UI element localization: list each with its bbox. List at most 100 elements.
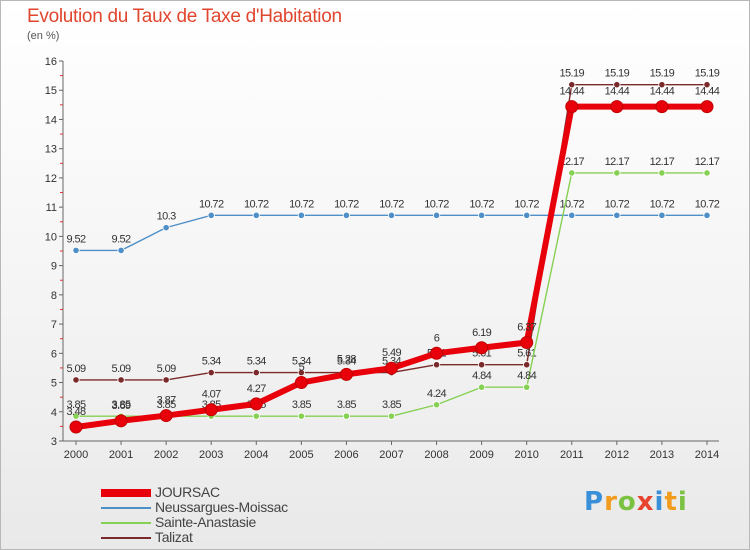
data-label: 14.44 [560,86,585,98]
legend-label: Neussargues-Moissac [155,499,288,515]
data-point [252,368,260,377]
x-tick-label: 2002 [154,449,178,461]
data-point [655,100,669,114]
data-point [72,412,80,420]
data-point [658,81,666,89]
y-tick-label: 6 [51,348,57,360]
data-label: 15.19 [650,68,675,80]
data-point [478,383,486,391]
data-point [703,81,711,89]
logo-letter: i [654,487,665,517]
data-label: 10.72 [244,198,269,210]
data-point [658,169,666,177]
x-tick-label: 2006 [334,449,358,461]
data-label: 5 [299,362,305,374]
data-point [475,341,489,355]
data-label: 15.19 [560,68,585,80]
data-label: 3.85 [292,399,311,411]
data-label: 5.34 [247,356,266,368]
logo-letter: x [636,487,655,517]
data-label: 12.17 [605,156,630,168]
data-point [432,211,441,219]
data-point [117,246,125,255]
data-label: 10.72 [605,198,630,210]
legend-swatch [101,507,151,509]
data-label: 10.72 [695,198,720,210]
y-tick-label: 9 [51,261,57,273]
x-tick-label: 2004 [244,449,268,461]
proxiti-logo: Proxiti [584,487,688,517]
y-tick-label: 3 [51,436,57,448]
data-label: 5.34 [292,356,311,368]
data-label: 14.44 [695,86,720,98]
data-label: 4.84 [517,370,536,382]
data-label: 3.48 [66,406,85,418]
legend-label: Talizat [155,529,193,545]
data-label: 4.27 [247,383,266,395]
data-label: 4.24 [427,388,446,400]
logo-letter: i [677,487,688,517]
data-label: 9.52 [66,233,85,245]
data-point [523,211,531,219]
x-tick-label: 2000 [64,449,88,461]
data-label: 10.3 [157,211,176,223]
legend-item: Sainte-Anastasie [101,514,361,530]
data-label: 5.09 [157,363,176,375]
data-point [207,211,215,219]
data-point [249,397,263,411]
x-tick-label: 2010 [514,449,538,461]
data-point [430,346,444,360]
data-label: 3.85 [337,399,356,411]
legend-swatch [101,522,151,524]
data-point [72,246,80,255]
data-label: 5.28 [337,353,356,365]
x-tick-label: 2009 [469,449,493,461]
data-label: 15.19 [695,68,720,80]
data-point [342,211,351,219]
legend-item: Talizat [101,529,361,545]
data-label: 10.72 [650,198,675,210]
data-label: 10.72 [379,198,404,210]
data-point [432,401,441,409]
data-point [159,409,173,423]
data-label: 3.85 [157,399,176,411]
data-label: 10.72 [469,198,494,210]
data-point [610,100,624,114]
legend-item: Neussargues-Moissac [101,499,361,515]
data-point [162,224,170,232]
x-tick-label: 2005 [289,449,313,461]
data-point [204,403,218,417]
data-point [294,376,308,390]
series-neussargues-moissac: 9.52 9.52 10.3 10.72 10.72 10.72 10.72 10.72 10.… [66,198,720,255]
chart-subtitle: (en %) [27,30,60,42]
data-point [523,383,531,391]
data-label: 14.44 [605,86,630,98]
y-tick-label: 15 [45,85,57,97]
data-point [162,376,170,384]
data-point [339,367,353,381]
legend-label: JOURSAC [155,484,220,500]
data-label: 5.49 [382,347,401,359]
data-label: 12.17 [695,156,720,168]
logo-letter: t [664,487,678,517]
data-point [69,420,83,434]
data-label: 4.84 [472,370,491,382]
data-label: 4.07 [202,389,221,401]
data-label: 10.72 [289,198,314,210]
series-joursac: 3.48 3.69 3.87 4.07 4.27 5 5.28 5.49 6 6.19 6.37 14… [66,86,720,434]
data-point [658,211,666,219]
data-point [297,412,305,420]
data-point [114,414,128,428]
legend-swatch [101,537,151,539]
data-point [207,368,215,377]
data-label: 10.72 [424,198,449,210]
data-label: 3.69 [112,400,131,412]
data-point [520,335,534,349]
data-point [478,211,486,219]
data-label: 10.72 [199,198,224,210]
data-point [342,412,351,420]
x-tick-label: 2012 [605,449,629,461]
data-label: 6 [434,332,440,344]
chart-legend: JOURSAC Neussargues-Moissac Sainte-Anastas… [101,484,361,545]
